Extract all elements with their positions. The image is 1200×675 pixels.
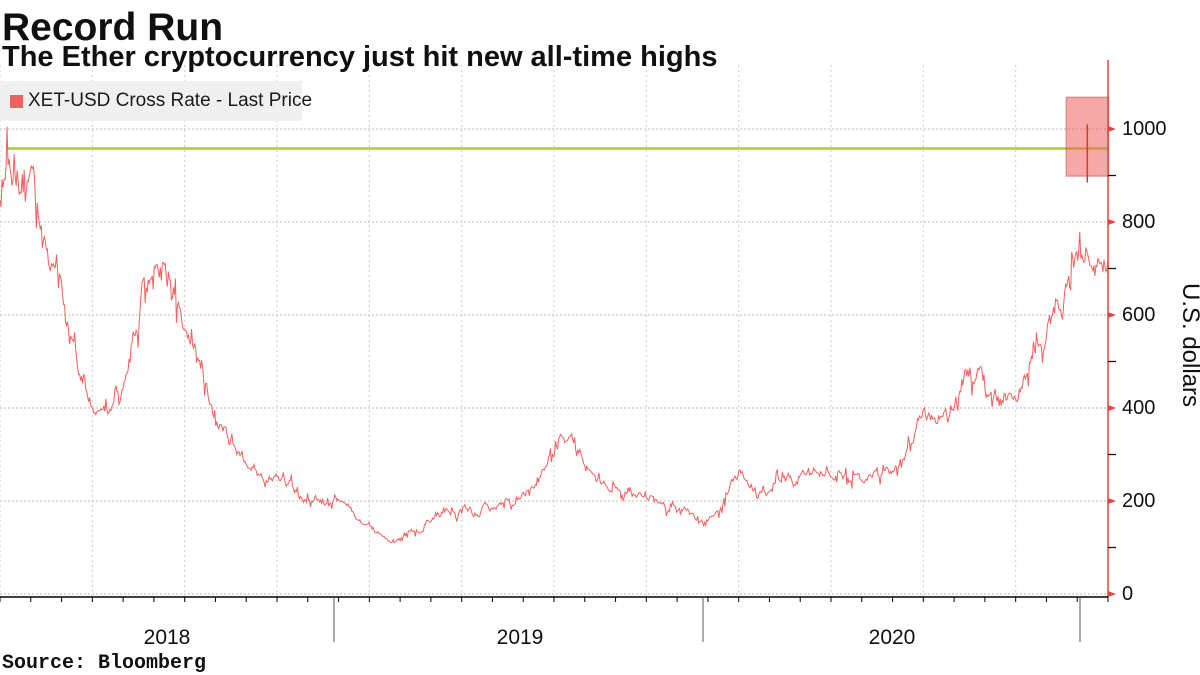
svg-text:2018: 2018 bbox=[144, 626, 191, 649]
svg-text:1000: 1000 bbox=[1122, 118, 1167, 140]
svg-text:0: 0 bbox=[1122, 583, 1133, 605]
svg-text:2020: 2020 bbox=[869, 626, 916, 649]
svg-text:200: 200 bbox=[1122, 490, 1155, 512]
svg-text:2019: 2019 bbox=[497, 626, 544, 649]
svg-text:400: 400 bbox=[1122, 397, 1155, 419]
svg-text:600: 600 bbox=[1122, 304, 1155, 326]
svg-text:800: 800 bbox=[1122, 211, 1155, 233]
svg-text:U.S. dollars: U.S. dollars bbox=[1177, 283, 1200, 407]
